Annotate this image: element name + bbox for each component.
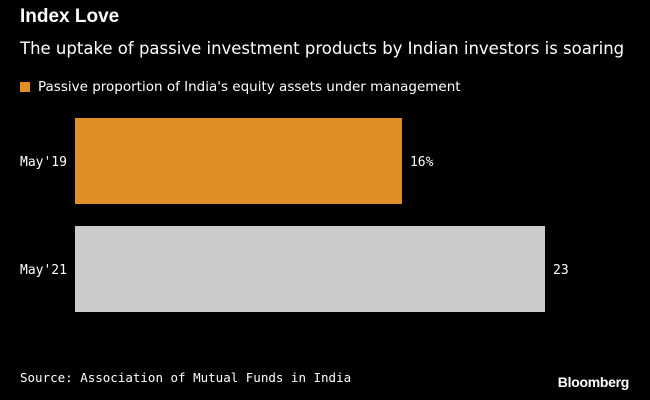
legend: Passive proportion of India's equity ass… <box>20 79 461 95</box>
value-label: 16% <box>410 155 434 170</box>
chart-title: Index Love <box>20 6 120 27</box>
bar-may21 <box>75 226 545 312</box>
source-note: Source: Association of Mutual Funds in I… <box>20 370 352 385</box>
bloomberg-logo: Bloomberg <box>557 374 630 390</box>
bar-may19 <box>75 118 402 204</box>
chart-subtitle: The uptake of passive investment product… <box>20 39 625 58</box>
value-label: 23 <box>553 263 569 278</box>
category-label: May'19 <box>20 155 67 170</box>
legend-label: Passive proportion of India's equity ass… <box>38 79 461 95</box>
legend-swatch <box>20 82 30 92</box>
category-label: May'21 <box>20 263 67 278</box>
